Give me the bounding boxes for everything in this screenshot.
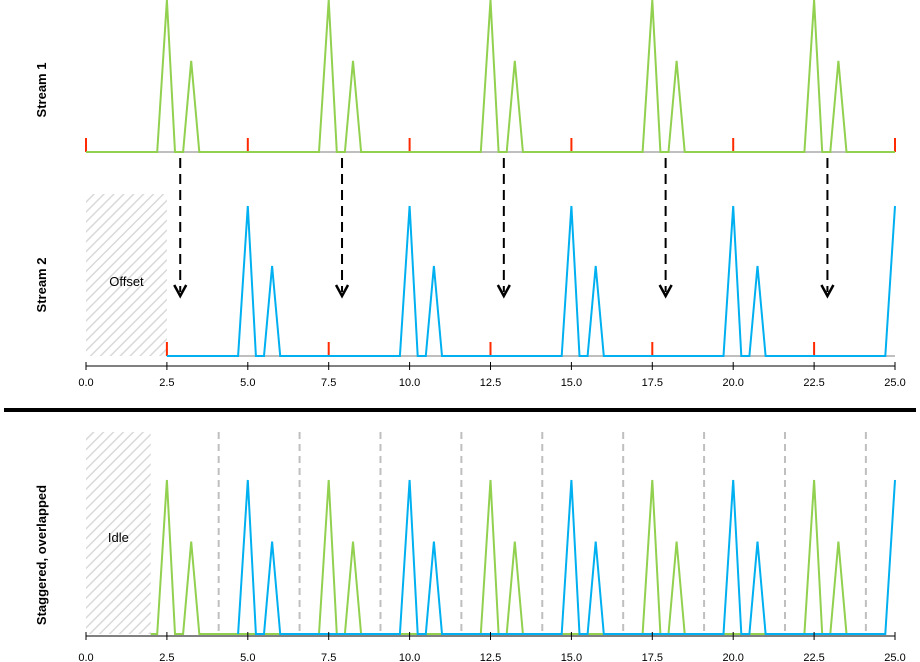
panel-1: Stream 1: [34, 0, 896, 153]
hatched-region: [86, 432, 151, 634]
arrow-head: [658, 284, 673, 299]
x-tick-label: 12.5: [480, 652, 501, 662]
x-tick-label: 5.0: [240, 652, 255, 662]
x-tick-label: 2.5: [159, 377, 174, 389]
region-annotation: Idle: [108, 530, 129, 545]
x-tick-label: 0.0: [78, 652, 93, 662]
x-tick-label: 0.0: [78, 377, 93, 389]
region-annotation: Offset: [109, 274, 144, 289]
x-tick-label: 17.5: [642, 652, 663, 662]
x-tick-label: 5.0: [240, 377, 255, 389]
x-tick-label: 22.5: [803, 377, 824, 389]
x-tick-label: 12.5: [480, 377, 501, 389]
arrow-head: [496, 284, 511, 299]
x-tick-label: 20.0: [722, 652, 743, 662]
panel-3: Staggered, overlapped Idle 0.0 2.5 5.0 7.5 10.…: [34, 432, 906, 662]
x-tick-label: 7.5: [321, 652, 336, 662]
x-tick-label: 15.0: [561, 377, 582, 389]
x-tick-label: 25.0: [884, 652, 905, 662]
row-label: Staggered, overlapped: [34, 485, 49, 625]
series-line-stream2: [237, 479, 896, 635]
x-tick-label: 10.0: [399, 652, 420, 662]
series-line-stream1: [86, 0, 895, 153]
x-tick-label: 2.5: [159, 652, 174, 662]
arrow-head: [173, 284, 188, 299]
arrow-head: [334, 284, 350, 299]
row-label: Stream 2: [34, 258, 49, 313]
x-tick-label: 17.5: [642, 377, 663, 389]
x-tick-label: 7.5: [321, 377, 336, 389]
x-tick-label: 15.0: [561, 652, 582, 662]
row-label: Stream 1: [34, 63, 49, 118]
x-tick-label: 22.5: [803, 652, 824, 662]
hatched-region: [86, 194, 167, 356]
x-tick-label: 20.0: [722, 377, 743, 389]
x-tick-label: 10.0: [399, 377, 420, 389]
x-tick-label: 25.0: [884, 377, 905, 389]
arrow-head: [820, 284, 835, 299]
panel-2: Stream 2 Offset 0.0 2.5 5.0 7.5 10.0 12.5 15.0 17…: [34, 194, 906, 389]
series-line-stream2: [166, 205, 896, 357]
